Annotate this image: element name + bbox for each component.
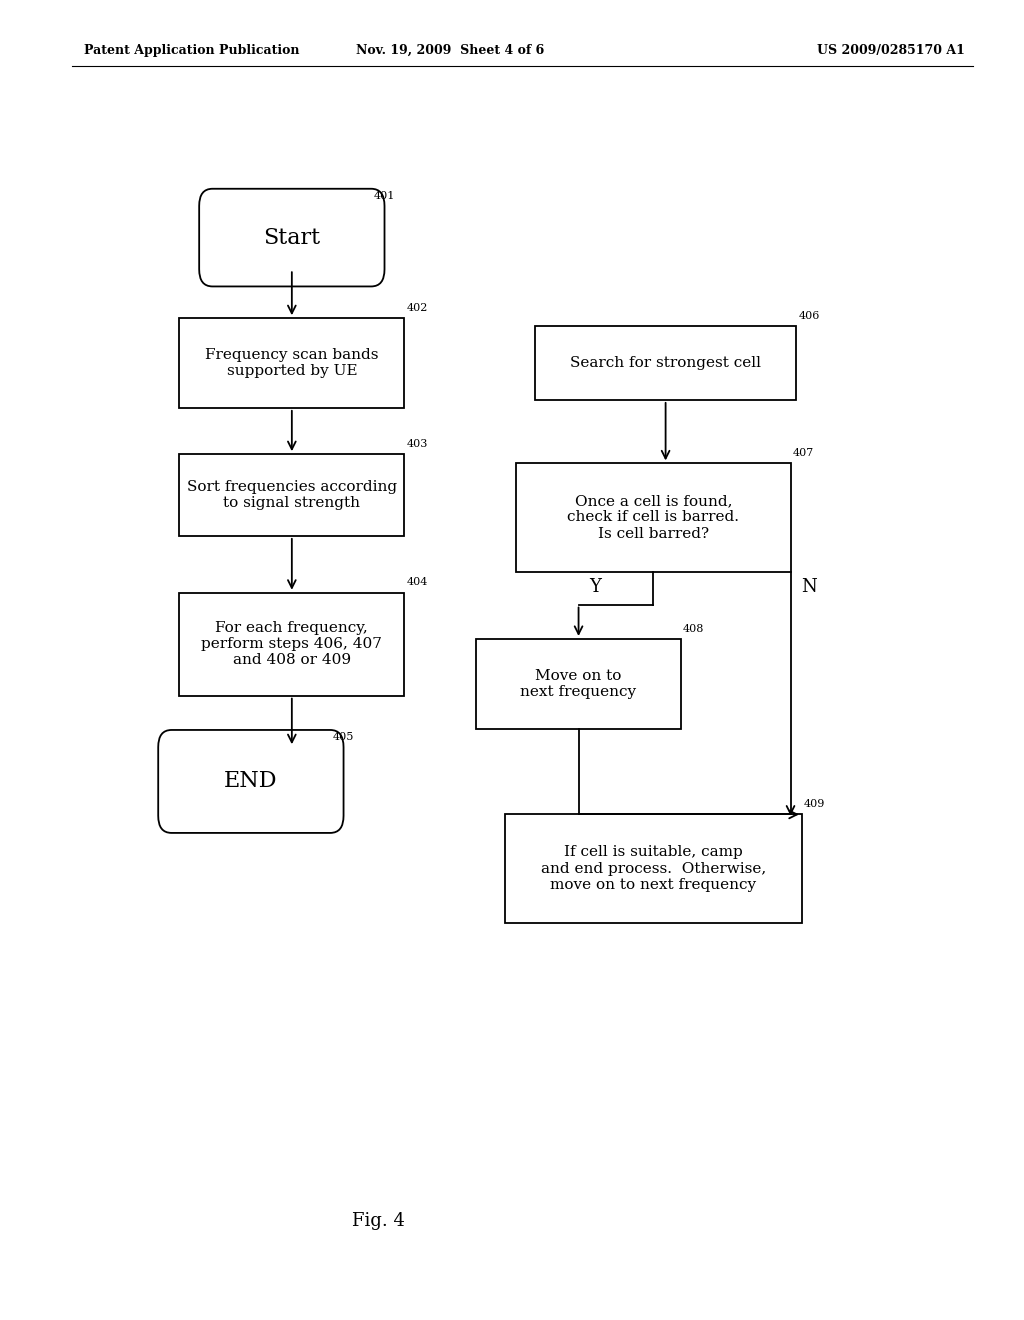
Bar bbox=[535, 326, 797, 400]
FancyBboxPatch shape bbox=[199, 189, 384, 286]
Bar bbox=[516, 463, 791, 572]
Bar bbox=[179, 593, 404, 696]
Text: Move on to
next frequency: Move on to next frequency bbox=[520, 669, 637, 698]
Bar bbox=[179, 454, 404, 536]
Text: 402: 402 bbox=[407, 302, 428, 313]
Text: Nov. 19, 2009  Sheet 4 of 6: Nov. 19, 2009 Sheet 4 of 6 bbox=[356, 44, 545, 57]
FancyBboxPatch shape bbox=[158, 730, 343, 833]
Text: 406: 406 bbox=[799, 310, 819, 321]
Bar bbox=[476, 639, 681, 729]
Text: END: END bbox=[224, 771, 278, 792]
Text: For each frequency,
perform steps 406, 407
and 408 or 409: For each frequency, perform steps 406, 4… bbox=[202, 620, 382, 668]
Text: Start: Start bbox=[263, 227, 321, 248]
Text: 409: 409 bbox=[804, 799, 825, 809]
Text: 408: 408 bbox=[683, 623, 705, 634]
Text: 407: 407 bbox=[793, 447, 814, 458]
Text: US 2009/0285170 A1: US 2009/0285170 A1 bbox=[817, 44, 965, 57]
Text: Patent Application Publication: Patent Application Publication bbox=[84, 44, 299, 57]
Text: 403: 403 bbox=[407, 438, 428, 449]
Bar bbox=[179, 318, 404, 408]
Text: Once a cell is found,
check if cell is barred.
Is cell barred?: Once a cell is found, check if cell is b… bbox=[567, 494, 739, 541]
Text: Search for strongest cell: Search for strongest cell bbox=[570, 356, 761, 370]
Text: Fig. 4: Fig. 4 bbox=[352, 1212, 406, 1230]
Text: Y: Y bbox=[589, 578, 601, 597]
Text: If cell is suitable, camp
and end process.  Otherwise,
move on to next frequency: If cell is suitable, camp and end proces… bbox=[541, 845, 766, 892]
Text: Frequency scan bands
supported by UE: Frequency scan bands supported by UE bbox=[205, 348, 379, 378]
Text: Sort frequencies according
to signal strength: Sort frequencies according to signal str… bbox=[186, 480, 397, 510]
Bar bbox=[505, 814, 802, 923]
Text: 401: 401 bbox=[373, 190, 394, 201]
Text: 405: 405 bbox=[332, 731, 353, 742]
Text: N: N bbox=[801, 578, 816, 597]
Text: 404: 404 bbox=[407, 577, 428, 587]
